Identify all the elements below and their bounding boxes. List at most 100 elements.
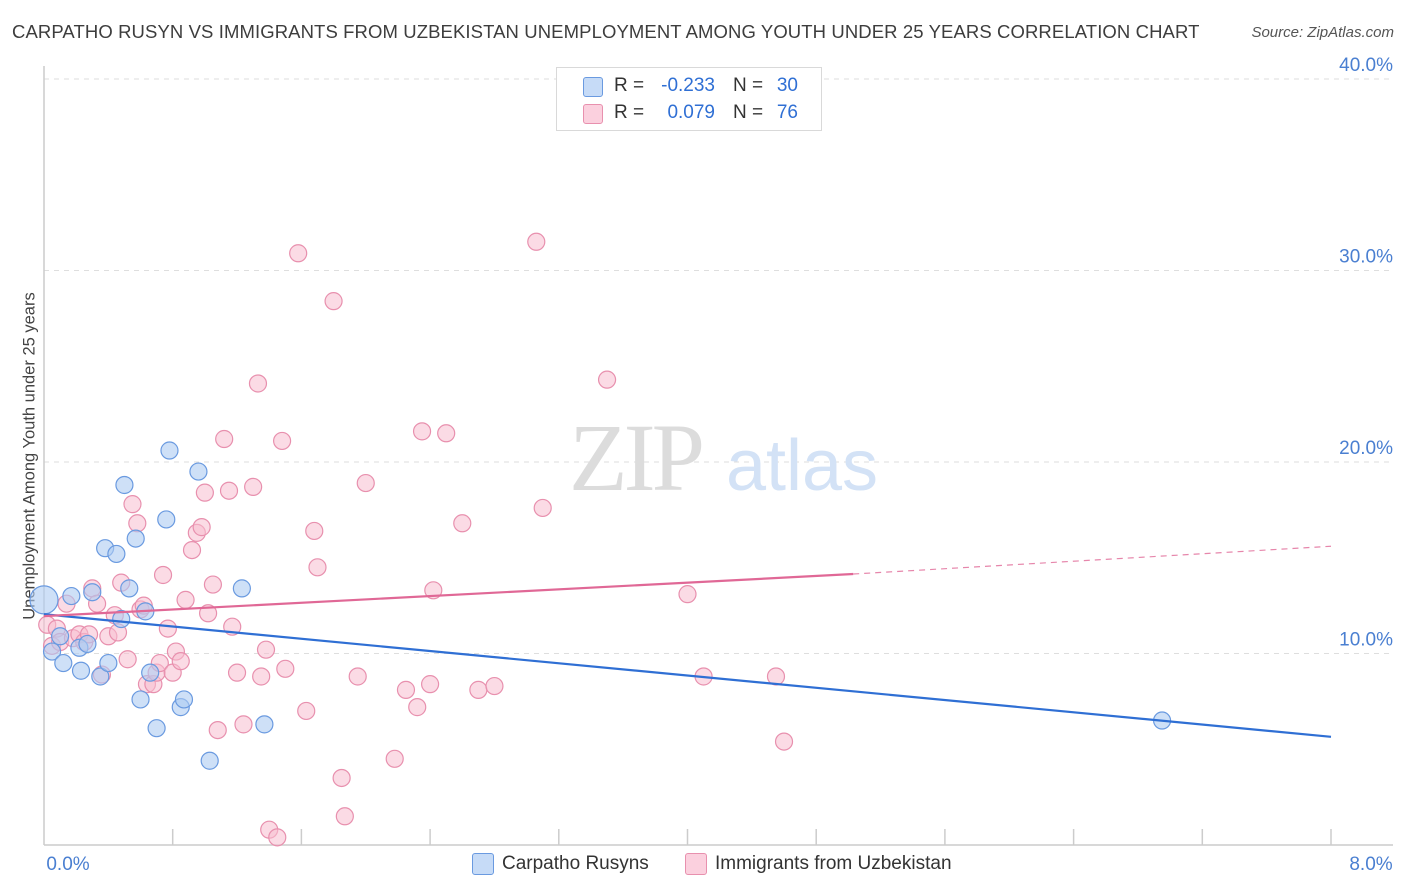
point-uzbekistan bbox=[297, 701, 316, 721]
point-carpatho bbox=[232, 579, 251, 598]
point-carpatho bbox=[126, 529, 145, 548]
point-uzbekistan bbox=[289, 244, 308, 263]
point-uzbekistan bbox=[272, 431, 292, 451]
point-uzbekistan bbox=[256, 640, 276, 659]
point-uzbekistan bbox=[305, 521, 324, 541]
point-uzbekistan bbox=[203, 575, 223, 594]
axes bbox=[43, 66, 1393, 846]
stats-r-value: -0.233 bbox=[661, 75, 715, 96]
point-uzbekistan bbox=[308, 558, 327, 577]
legend-swatch-uzbekistan bbox=[685, 853, 707, 875]
point-uzbekistan bbox=[597, 370, 617, 389]
y-tick-labels: 10.0% 20.0% 30.0% 40.0% bbox=[1339, 55, 1393, 651]
stats-swatch-uzbekistan bbox=[583, 104, 603, 124]
point-uzbekistan bbox=[153, 565, 173, 585]
y-tick-label: 20.0% bbox=[1339, 438, 1393, 459]
point-carpatho bbox=[29, 585, 59, 615]
point-carpatho bbox=[200, 751, 219, 770]
point-uzbekistan bbox=[774, 732, 794, 751]
legend-label-carpatho: Carpatho Rusyns bbox=[502, 853, 649, 874]
chart-title: CARPATHO RUSYN VS IMMIGRANTS FROM UZBEKI… bbox=[12, 21, 1200, 42]
x-tick-min: 0.0% bbox=[46, 854, 89, 875]
point-uzbekistan bbox=[128, 514, 147, 533]
point-carpatho bbox=[174, 690, 194, 709]
point-carpatho bbox=[255, 715, 274, 734]
point-uzbekistan bbox=[234, 715, 253, 734]
watermark: ZIP atlas bbox=[569, 404, 878, 511]
point-carpatho bbox=[115, 475, 134, 495]
point-uzbekistan bbox=[356, 473, 375, 493]
stats-swatch-carpatho bbox=[583, 77, 603, 97]
point-uzbekistan bbox=[123, 495, 142, 514]
point-uzbekistan bbox=[171, 652, 190, 671]
trend-line-uzbekistan-extension bbox=[853, 545, 1332, 575]
point-carpatho bbox=[107, 544, 126, 564]
stats-r-label: R = bbox=[614, 102, 645, 123]
point-carpatho bbox=[131, 690, 150, 709]
point-carpatho bbox=[83, 583, 102, 602]
stats-r-value: 0.079 bbox=[667, 102, 715, 123]
point-uzbekistan bbox=[485, 676, 504, 696]
correlation-stats-box: R = -0.233 N = 30 R = 0.079 N = 76 bbox=[556, 67, 822, 131]
point-carpatho bbox=[54, 653, 73, 673]
point-uzbekistan bbox=[324, 292, 343, 311]
point-carpatho bbox=[157, 510, 176, 529]
point-uzbekistan bbox=[268, 828, 287, 847]
trend-lines bbox=[43, 545, 1332, 738]
stats-n-value: 76 bbox=[776, 102, 798, 123]
stats-r-label: R = bbox=[614, 75, 645, 96]
point-uzbekistan bbox=[158, 619, 177, 638]
point-carpatho bbox=[120, 579, 139, 598]
point-uzbekistan bbox=[533, 498, 552, 518]
legend-label-uzbekistan: Immigrants from Uzbekistan bbox=[715, 853, 952, 874]
y-tick-label: 10.0% bbox=[1339, 630, 1393, 651]
point-carpatho bbox=[160, 441, 179, 460]
point-carpatho bbox=[189, 462, 208, 481]
point-carpatho bbox=[99, 653, 118, 673]
point-carpatho bbox=[50, 627, 70, 646]
x-tick-max: 8.0% bbox=[1349, 854, 1392, 875]
point-uzbekistan bbox=[176, 590, 195, 609]
trend-line-uzbekistan bbox=[43, 572, 854, 618]
point-carpatho bbox=[141, 663, 160, 682]
point-carpatho bbox=[91, 667, 110, 686]
point-uzbekistan bbox=[421, 675, 440, 694]
point-uzbekistan bbox=[408, 698, 427, 717]
x-tick-labels: 0.0% 8.0% bbox=[46, 854, 1392, 875]
point-uzbekistan bbox=[244, 477, 263, 496]
point-uzbekistan bbox=[219, 481, 239, 500]
point-uzbekistan bbox=[678, 585, 697, 604]
source-label: Source: ZipAtlas.com bbox=[1251, 24, 1394, 41]
point-uzbekistan bbox=[252, 667, 271, 686]
point-carpatho bbox=[42, 642, 62, 661]
point-uzbekistan bbox=[276, 659, 295, 678]
point-carpatho bbox=[71, 661, 91, 680]
point-uzbekistan bbox=[332, 768, 351, 788]
point-uzbekistan bbox=[248, 374, 268, 393]
point-carpatho bbox=[78, 634, 97, 654]
stats-n-value: 30 bbox=[776, 75, 798, 96]
point-uzbekistan bbox=[195, 483, 214, 502]
point-uzbekistan bbox=[208, 720, 227, 740]
point-uzbekistan bbox=[182, 540, 202, 560]
point-carpatho bbox=[62, 586, 81, 606]
trend-line-carpatho bbox=[43, 613, 1332, 738]
watermark-zip: ZIP bbox=[569, 404, 702, 511]
point-uzbekistan bbox=[437, 424, 456, 443]
point-uzbekistan bbox=[453, 514, 472, 533]
point-uzbekistan bbox=[412, 422, 432, 441]
legend-swatch-carpatho bbox=[472, 853, 494, 875]
point-uzbekistan bbox=[348, 667, 367, 686]
point-uzbekistan bbox=[118, 650, 137, 669]
point-uzbekistan bbox=[335, 807, 354, 826]
point-uzbekistan bbox=[215, 429, 234, 449]
point-uzbekistan bbox=[396, 680, 416, 699]
point-carpatho bbox=[112, 609, 131, 629]
stats-n-label: N = bbox=[733, 102, 764, 123]
watermark-atlas: atlas bbox=[726, 426, 878, 506]
point-uzbekistan bbox=[198, 604, 218, 623]
point-uzbekistan bbox=[469, 680, 488, 699]
point-uzbekistan bbox=[527, 232, 546, 251]
point-carpatho bbox=[147, 719, 166, 738]
